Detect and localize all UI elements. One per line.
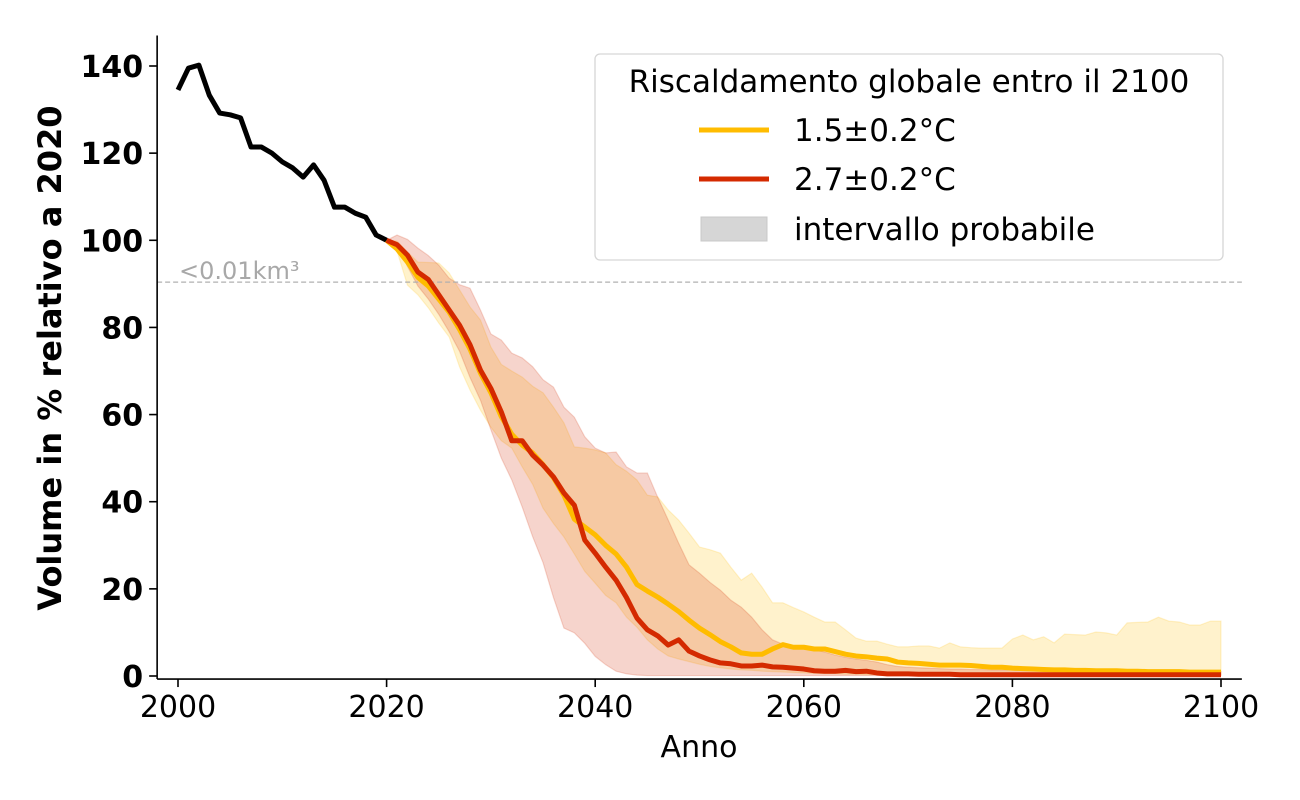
y-tick-label: 40 — [101, 486, 143, 521]
x-tick-label: 2060 — [766, 690, 842, 725]
band-1-5-0-2-c — [385, 239, 1222, 676]
y-tick-label: 120 — [81, 137, 144, 172]
x-tick-label: 2020 — [348, 690, 424, 725]
x-axis-label: Anno — [661, 730, 738, 765]
threshold-label: <0.01km³ — [179, 257, 299, 285]
series-lines — [175, 62, 1221, 678]
line-historical — [175, 62, 388, 243]
y-tick-label: 0 — [122, 660, 143, 695]
y-tick-label: 60 — [101, 399, 143, 434]
y-axis-label: Volume in % relativo a 2020 — [31, 105, 69, 610]
y-tick-label: 80 — [101, 311, 143, 346]
legend-frame — [594, 53, 1224, 261]
x-tick-label: 2040 — [557, 690, 633, 725]
band-2-7-0-2-c — [384, 234, 1222, 677]
legend-title: Riscaldamento globale entro il 2100 — [629, 64, 1190, 100]
y-tick-label: 140 — [81, 50, 144, 85]
y-axis-ticks: 0 20 40 60 80 100 120 140 — [81, 50, 158, 695]
legend-label-2-7c: 2.7±0.2°C — [794, 162, 956, 198]
x-tick-label: 2100 — [1183, 690, 1259, 725]
line-2-7-0-2-c — [385, 237, 1221, 678]
y-tick-label: 20 — [101, 573, 143, 608]
legend: Riscaldamento globale entro il 2100 1.5±… — [594, 53, 1224, 261]
x-tick-label: 2080 — [974, 690, 1050, 725]
x-axis-ticks: 2000 2020 2040 2060 2080 2100 — [140, 679, 1259, 725]
legend-swatch-likely-range — [700, 216, 768, 242]
legend-label-likely-range: intervallo probabile — [794, 212, 1095, 248]
threshold-annotation: <0.01km³ — [157, 257, 1242, 285]
uncertainty-bands — [384, 234, 1222, 677]
legend-label-1-5c: 1.5±0.2°C — [794, 113, 956, 149]
x-tick-label: 2000 — [140, 690, 216, 725]
y-tick-label: 100 — [81, 224, 144, 259]
